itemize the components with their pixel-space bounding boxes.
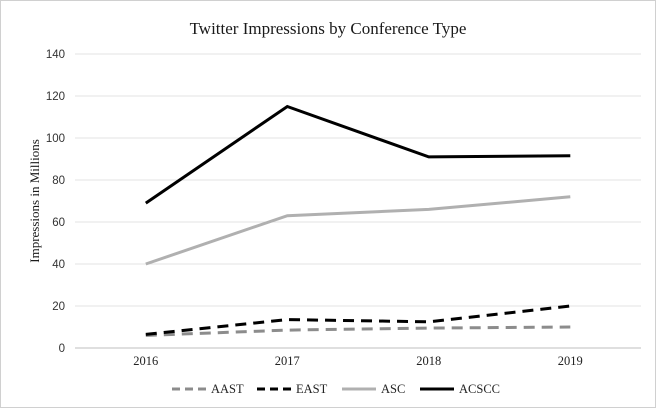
y-axis-label: Impressions in Millions (27, 139, 42, 263)
x-tick-label: 2017 (275, 354, 300, 368)
y-axis-ticks: 0 20 40 60 80 100 120 140 (46, 49, 65, 355)
x-tick-label: 2019 (558, 354, 583, 368)
y-tick-label: 140 (46, 49, 65, 61)
y-tick-label: 40 (52, 259, 65, 271)
y-tick-label: 0 (59, 343, 65, 355)
chart-title: Twitter Impressions by Conference Type (190, 19, 467, 38)
legend-label-east: EAST (296, 382, 328, 396)
legend-label-aast: AAST (211, 382, 244, 396)
x-tick-label: 2018 (416, 354, 441, 368)
series-line-asc (145, 195, 571, 266)
gridlines (75, 53, 641, 349)
series-lines (144, 104, 571, 337)
y-tick-label: 60 (52, 217, 65, 229)
y-tick-label: 100 (46, 133, 65, 145)
legend-label-acscc: ACSCC (459, 382, 500, 396)
x-axis-ticks: 2016 2017 2018 2019 (133, 354, 583, 368)
y-tick-label: 20 (52, 301, 65, 313)
series-line-acscc (144, 104, 571, 205)
legend-label-asc: ASC (381, 382, 405, 396)
x-tick-label: 2016 (133, 354, 158, 368)
y-tick-label: 80 (52, 175, 65, 187)
y-tick-label: 120 (46, 91, 65, 103)
series-line-east (145, 304, 571, 336)
legend: AAST EAST ASC ACSCC (172, 382, 500, 396)
